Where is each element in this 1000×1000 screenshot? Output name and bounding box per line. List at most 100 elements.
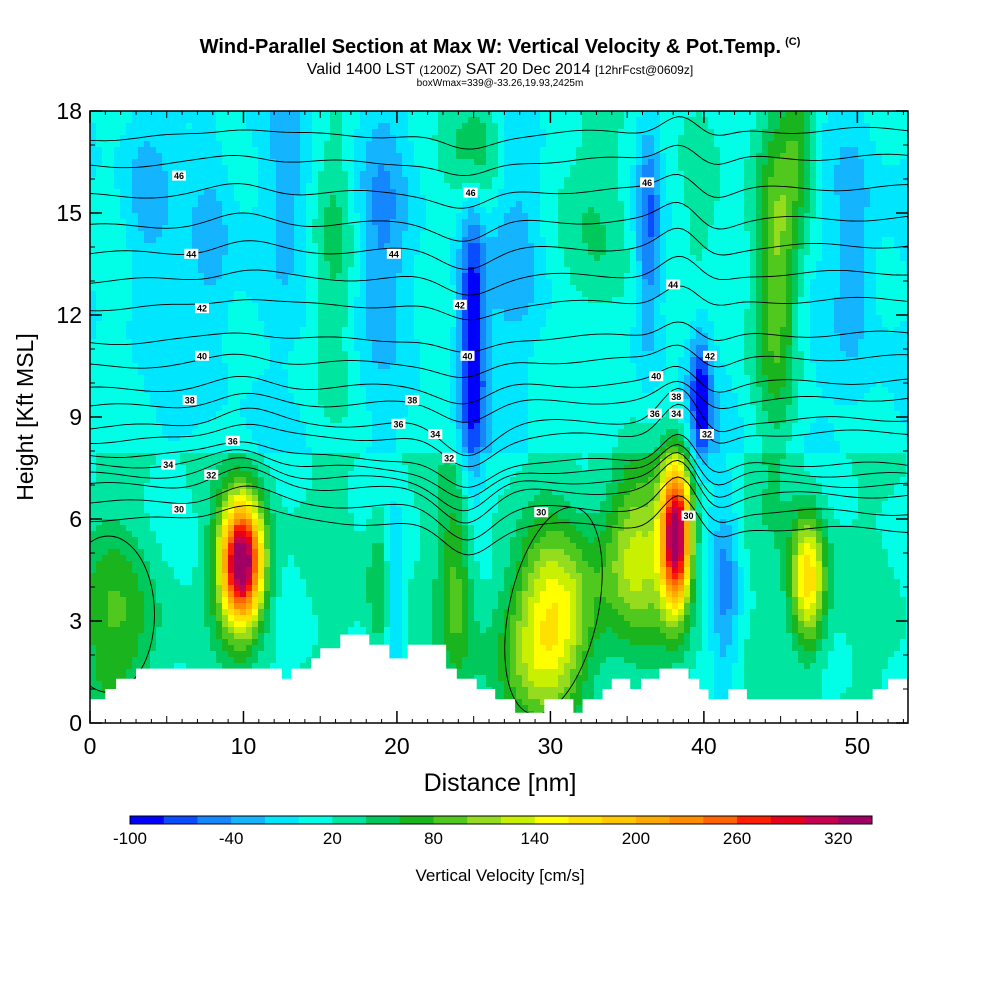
velocity-cell	[132, 573, 139, 658]
velocity-cell	[672, 465, 679, 472]
velocity-cell	[324, 111, 331, 142]
velocity-cell	[666, 459, 673, 466]
velocity-cell	[564, 453, 571, 502]
velocity-cell	[564, 501, 571, 520]
velocity-cell	[228, 453, 235, 472]
velocity-cell	[726, 609, 733, 646]
velocity-cell	[696, 111, 703, 262]
velocity-cell	[246, 489, 253, 496]
velocity-cell	[564, 177, 571, 268]
velocity-cell	[732, 615, 739, 664]
velocity-cell	[486, 459, 493, 580]
velocity-cell	[834, 405, 841, 442]
velocity-cell	[312, 243, 319, 454]
velocity-cell	[294, 453, 301, 508]
velocity-cell	[150, 579, 157, 652]
velocity-cell	[600, 633, 607, 664]
velocity-cell	[828, 507, 835, 544]
velocity-cell	[252, 453, 259, 466]
y-tick-label: 3	[69, 608, 82, 634]
velocity-cell	[498, 681, 505, 712]
isentrope-label-text: 38	[185, 396, 195, 406]
velocity-cell	[672, 507, 679, 514]
velocity-cell	[672, 453, 679, 460]
velocity-cell	[510, 615, 517, 688]
velocity-cell	[798, 531, 805, 544]
velocity-cell	[222, 333, 229, 364]
velocity-cell	[162, 111, 169, 172]
velocity-cell	[660, 453, 667, 460]
velocity-cell	[768, 351, 775, 394]
velocity-cell	[684, 513, 691, 556]
velocity-cell	[690, 321, 697, 340]
velocity-cell	[582, 651, 589, 682]
velocity-cell	[456, 489, 463, 526]
velocity-cell	[684, 495, 691, 502]
velocity-cell	[384, 123, 391, 172]
velocity-cell	[480, 111, 487, 124]
velocity-cell	[636, 261, 643, 382]
isentrope-label-bg	[195, 303, 210, 314]
velocity-cell	[678, 477, 685, 484]
velocity-cell	[258, 609, 265, 622]
velocity-cell	[384, 171, 391, 244]
isentrope-label: 46	[463, 187, 478, 198]
velocity-cell	[654, 447, 661, 454]
velocity-cell	[480, 381, 487, 388]
velocity-cell	[336, 423, 343, 454]
colorbar-tick-label: 80	[424, 829, 443, 848]
velocity-cell	[552, 579, 559, 604]
velocity-cell	[684, 459, 691, 472]
velocity-cell	[672, 579, 679, 586]
velocity-cell	[450, 465, 457, 514]
velocity-cell	[750, 591, 757, 610]
velocity-cell	[744, 639, 751, 723]
velocity-cell	[600, 225, 607, 256]
isentrope-40	[90, 344, 908, 378]
velocity-cell	[270, 597, 277, 664]
velocity-cell	[252, 531, 259, 538]
velocity-cell	[216, 453, 223, 466]
velocity-cell	[90, 573, 97, 646]
velocity-cell	[132, 453, 139, 538]
velocity-cell	[414, 111, 421, 166]
velocity-cell	[264, 489, 271, 508]
velocity-cell	[252, 465, 259, 478]
velocity-cell	[132, 363, 139, 454]
velocity-cell	[252, 639, 259, 646]
velocity-cell	[594, 537, 601, 574]
velocity-cell	[564, 267, 571, 454]
velocity-cell	[438, 453, 445, 466]
velocity-cell	[522, 567, 529, 592]
velocity-cell	[402, 177, 409, 232]
velocity-cell	[366, 447, 373, 454]
velocity-cell	[240, 585, 247, 592]
velocity-cell	[588, 513, 595, 544]
velocity-cell	[660, 435, 667, 448]
velocity-cell	[360, 531, 367, 628]
velocity-cell	[612, 573, 619, 610]
velocity-cell	[108, 627, 115, 700]
isentrope-label-bg	[640, 177, 655, 188]
velocity-cell	[798, 663, 805, 723]
velocity-cell	[564, 555, 571, 574]
velocity-cell	[474, 423, 481, 448]
velocity-cell	[720, 111, 727, 364]
velocity-cell	[498, 453, 505, 496]
isentrope-label-text: 36	[650, 409, 660, 419]
velocity-cell	[894, 453, 901, 484]
velocity-cell	[660, 483, 667, 490]
velocity-cell	[228, 603, 235, 610]
velocity-cell	[780, 453, 787, 460]
velocity-cell	[618, 597, 625, 616]
isentrope-label-text: 34	[163, 460, 173, 470]
velocity-cell	[804, 543, 811, 556]
velocity-cell	[816, 519, 823, 532]
velocity-cell	[96, 165, 103, 316]
velocity-cell	[240, 471, 247, 478]
velocity-cell	[786, 597, 793, 634]
velocity-cell	[672, 489, 679, 496]
velocity-cell	[822, 519, 829, 538]
velocity-cell	[402, 465, 409, 723]
velocity-cell	[702, 309, 709, 334]
